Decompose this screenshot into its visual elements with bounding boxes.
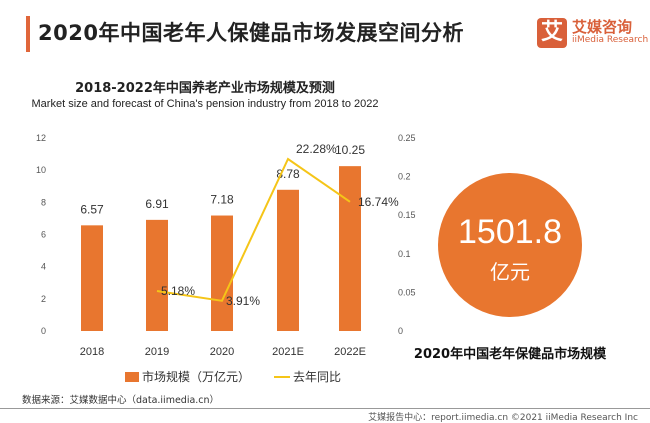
bar <box>81 225 103 331</box>
x-axis-tick: 2020 <box>210 346 234 358</box>
highlight-unit: 亿元 <box>490 260 530 284</box>
bar <box>211 215 233 331</box>
bar-label: 10.25 <box>335 143 365 157</box>
line-label: 5.18% <box>161 284 195 298</box>
highlight-value: 1501.8 <box>458 213 562 251</box>
x-axis-tick: 2021E <box>272 346 304 358</box>
right-axis-tick: 0 <box>398 326 403 336</box>
left-axis-tick: 0 <box>41 326 46 336</box>
bar-label: 7.18 <box>210 193 234 207</box>
right-axis-tick: 0.2 <box>398 172 411 182</box>
legend-label-line: 去年同比 <box>293 370 342 384</box>
bar <box>277 189 299 331</box>
logo-subtext: iiMedia Research <box>572 35 649 45</box>
chart: 0 2 4 6 8 10 12 0 0.05 0.1 0.15 0.2 0.25 6.57 6.91 7.18… <box>36 133 416 358</box>
chart-title: 2018-2022年中国养老产业市场规模及预测 <box>75 81 335 96</box>
right-axis-tick: 0.25 <box>398 133 416 143</box>
left-axis-tick: 4 <box>41 262 46 272</box>
page-title: 2020年中国老年人保健品市场发展空间分析 <box>38 21 464 45</box>
legend-item-line: 去年同比 <box>274 368 341 385</box>
data-source: 数据来源：艾媒数据中心（data.iimedia.cn） <box>22 395 220 406</box>
logo-icon: 艾 <box>537 18 567 48</box>
bar <box>339 166 361 331</box>
line-label: 22.28% <box>296 142 337 156</box>
bar <box>146 219 168 331</box>
highlight-label: 2020年中国老年保健品市场规模 <box>413 347 607 362</box>
x-axis-tick: 2018 <box>80 346 104 358</box>
legend: 市场规模（万亿元） 去年同比 <box>125 368 341 385</box>
footer-divider <box>0 408 650 409</box>
right-axis-tick: 0.05 <box>398 287 416 297</box>
bar-label: 6.57 <box>80 202 104 216</box>
highlight-circle: 1501.8 亿元 <box>438 173 582 317</box>
right-axis-tick: 0.1 <box>398 249 411 259</box>
bar-label: 6.91 <box>145 197 169 211</box>
left-axis-tick: 6 <box>41 230 46 240</box>
legend-label-bar: 市场规模（万亿元） <box>142 370 251 384</box>
logo-text: 艾媒咨询 <box>572 18 633 36</box>
x-axis-tick: 2019 <box>145 346 169 358</box>
line-label: 16.74% <box>358 195 399 209</box>
legend-item-bar: 市场规模（万亿元） <box>125 368 250 385</box>
chart-subtitle: Market size and forecast of China's pens… <box>31 98 379 110</box>
legend-swatch-line <box>274 375 291 378</box>
line-label: 3.91% <box>226 294 260 308</box>
footer-text: 艾媒报告中心：report.iimedia.cn ©2021 iiMedia R… <box>368 413 638 423</box>
x-axis-tick: 2022E <box>334 346 366 358</box>
left-axis-tick: 10 <box>36 165 46 175</box>
line-series <box>156 157 351 302</box>
left-axis-tick: 2 <box>41 294 46 304</box>
left-axis-tick: 8 <box>41 197 46 207</box>
right-axis-tick: 0.15 <box>398 210 416 220</box>
legend-swatch-bar <box>125 371 139 382</box>
title-accent-bar <box>26 16 30 52</box>
left-axis-tick: 12 <box>36 133 46 143</box>
